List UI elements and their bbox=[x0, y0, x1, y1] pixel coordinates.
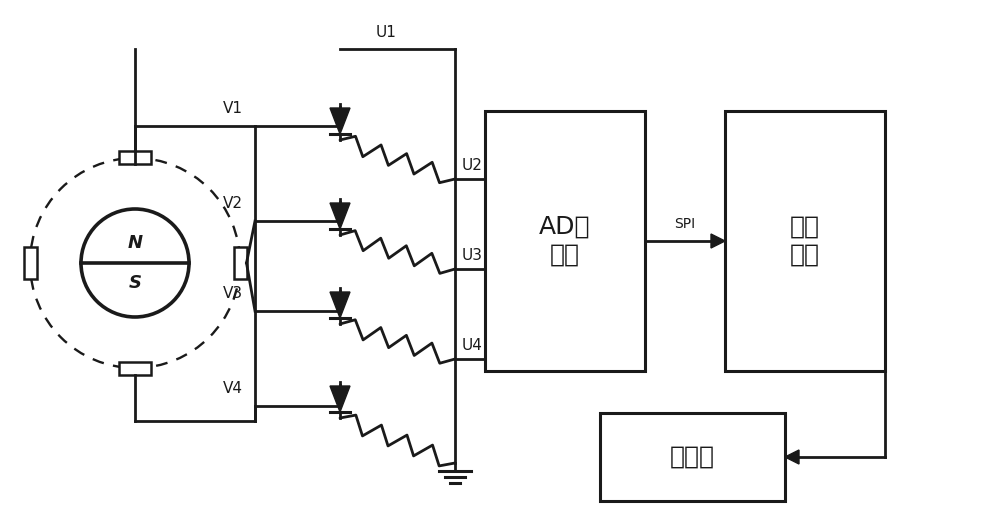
Text: 微处
理器: 微处 理器 bbox=[790, 215, 820, 267]
Text: N: N bbox=[127, 234, 143, 252]
Text: S: S bbox=[128, 274, 142, 292]
Text: U1: U1 bbox=[376, 25, 396, 40]
Text: SPI: SPI bbox=[674, 217, 696, 231]
Text: 显示器: 显示器 bbox=[670, 445, 715, 469]
Text: V3: V3 bbox=[223, 286, 243, 301]
Bar bbox=[24, 247, 36, 279]
Polygon shape bbox=[330, 203, 350, 229]
Bar bbox=[600, 413, 785, 501]
Bar bbox=[234, 247, 247, 279]
Text: U4: U4 bbox=[462, 338, 483, 353]
Text: V4: V4 bbox=[223, 381, 243, 396]
Bar bbox=[119, 151, 151, 165]
Polygon shape bbox=[330, 386, 350, 412]
Polygon shape bbox=[330, 108, 350, 134]
Bar bbox=[485, 111, 645, 371]
Bar bbox=[725, 111, 885, 371]
Text: U2: U2 bbox=[462, 158, 483, 173]
Text: AD采
样器: AD采 样器 bbox=[539, 215, 591, 267]
Polygon shape bbox=[785, 450, 799, 464]
Polygon shape bbox=[330, 292, 350, 318]
Text: U3: U3 bbox=[462, 248, 483, 263]
Text: V2: V2 bbox=[223, 196, 243, 211]
Polygon shape bbox=[711, 234, 725, 248]
Text: V1: V1 bbox=[223, 101, 243, 116]
Bar bbox=[119, 362, 151, 374]
